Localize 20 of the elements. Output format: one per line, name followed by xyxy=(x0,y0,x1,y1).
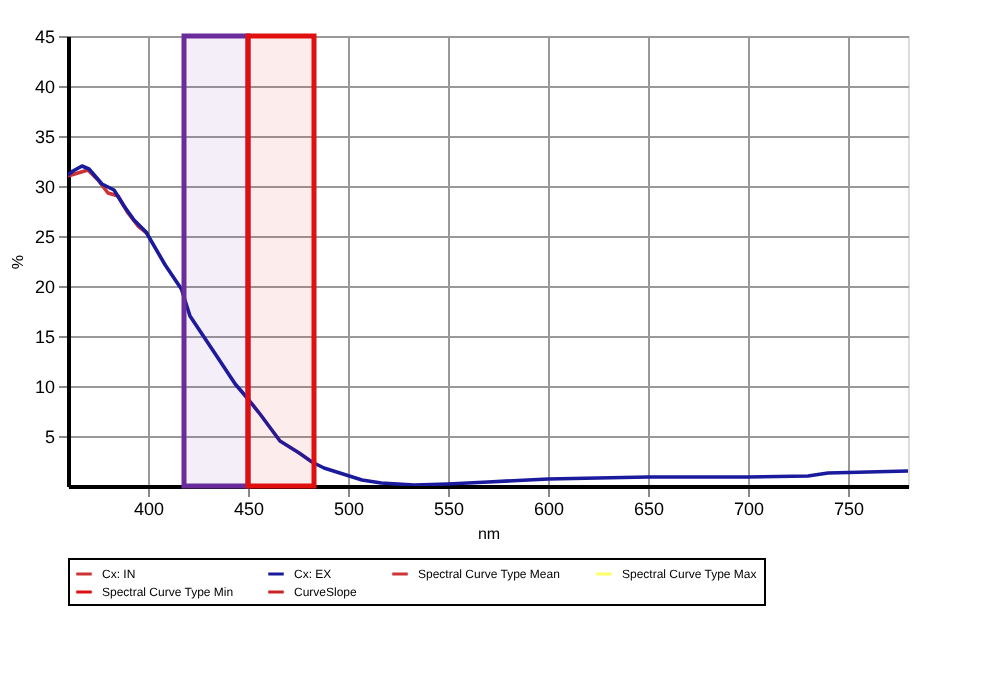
y-axis-title: % xyxy=(8,254,27,270)
x-axis-title: nm xyxy=(477,525,501,543)
x-tick-label: 400 xyxy=(133,499,165,519)
y-tick-label: 25 xyxy=(34,227,55,247)
y-tick-label: 20 xyxy=(34,277,55,297)
x-tick-label: 700 xyxy=(733,499,765,519)
y-tick-label: 10 xyxy=(34,377,55,397)
x-tick-label: 550 xyxy=(433,499,465,519)
y-tick-label: 5 xyxy=(44,427,55,447)
y-tick-label: 15 xyxy=(34,327,55,347)
y-tick-label: 40 xyxy=(34,77,55,97)
y-tick-label: 35 xyxy=(34,127,55,147)
x-tick-label: 600 xyxy=(533,499,565,519)
x-tick-label: 500 xyxy=(333,499,365,519)
x-tick-label: 750 xyxy=(833,499,865,519)
x-tick-label: 450 xyxy=(233,499,265,519)
y-tick-label: 45 xyxy=(34,27,55,47)
line-series xyxy=(68,168,150,236)
x-tick-label: 650 xyxy=(633,499,665,519)
y-tick-label: 30 xyxy=(34,177,55,197)
